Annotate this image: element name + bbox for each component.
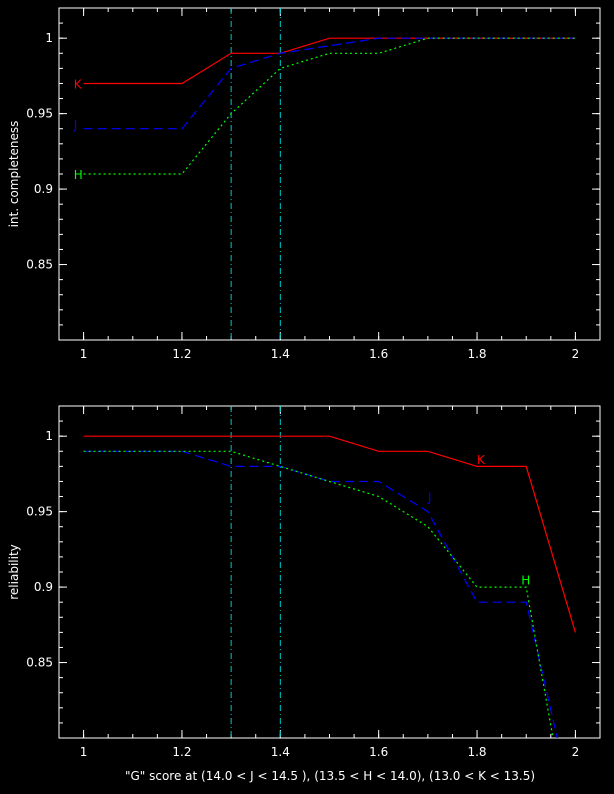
y-tick-label: 0.9: [34, 580, 53, 594]
series-line-h: [83, 450, 554, 738]
x-axis-label: "G" score at (14.0 < J < 14.5 ), (13.5 <…: [125, 769, 535, 783]
x-tick-label: 1.8: [467, 347, 486, 361]
y-tick-label: 1: [45, 31, 53, 45]
y-axis-label: int. completeness: [7, 121, 21, 228]
x-tick-label: 1.2: [172, 745, 191, 759]
series-label-h: H: [74, 168, 83, 182]
x-tick-label: 1: [80, 347, 88, 361]
x-tick-label: 1.4: [271, 745, 290, 759]
series-line-j: [83, 450, 558, 738]
x-tick-label: 1.2: [172, 347, 191, 361]
x-tick-label: 2: [572, 745, 580, 759]
y-tick-label: 0.95: [26, 107, 53, 121]
y-tick-label: 0.9: [34, 182, 53, 196]
series-label-k: K: [477, 453, 486, 467]
x-tick-label: 1.8: [467, 745, 486, 759]
y-tick-label: 1: [45, 429, 53, 443]
series-line-k: [83, 435, 576, 633]
reliability-panel: 1 1.2 1.4 1.6 1.8 2 0.85 0.9 0.95 1 reliability K J H: [7, 405, 601, 759]
series-label-k: K: [74, 77, 83, 91]
y-axis-label: reliability: [7, 544, 21, 600]
y-tick-label: 0.85: [26, 656, 53, 670]
x-tick-label: 1.6: [369, 347, 388, 361]
x-tick-label: 1.6: [369, 745, 388, 759]
completeness-panel: 1 1.2 1.4 1.6 1.8 2 0.85 0.9 0.95 1 int. completen…: [7, 7, 601, 361]
series-label-j: J: [427, 491, 432, 505]
series-line-k: [83, 37, 576, 85]
series-label-h: H: [521, 574, 530, 588]
x-tick-label: 1: [80, 745, 88, 759]
y-tick-label: 0.85: [26, 258, 53, 272]
series-line-j: [83, 37, 576, 130]
x-tick-label: 1.4: [271, 347, 290, 361]
series-line-h: [83, 37, 576, 175]
y-tick-label: 0.95: [26, 505, 53, 519]
series-label-j: J: [73, 118, 78, 132]
x-tick-label: 2: [572, 347, 580, 361]
plot-frame: [58, 405, 601, 739]
